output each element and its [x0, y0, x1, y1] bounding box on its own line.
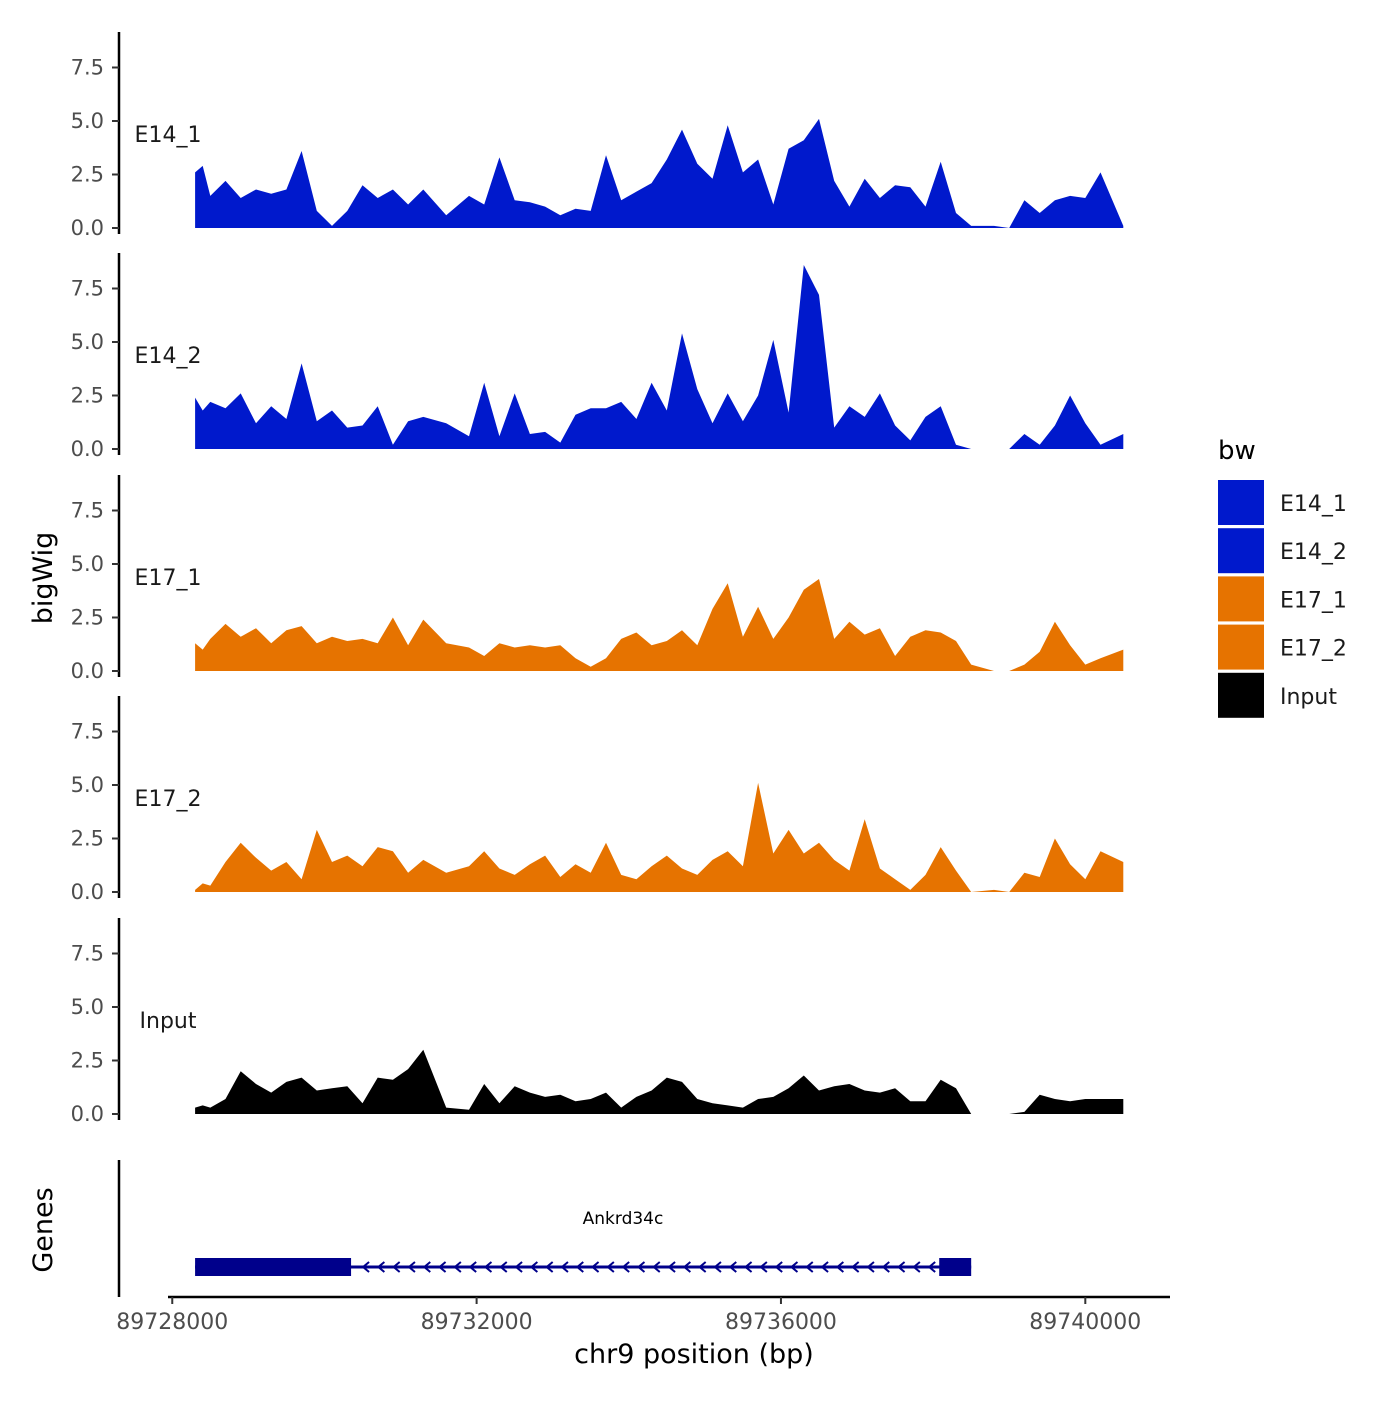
legend-label-E17_1: E17_1: [1280, 588, 1347, 613]
y-tick-label: 0.0: [71, 216, 104, 240]
strand-arrow: [759, 1261, 768, 1273]
y-tick-label: 5.0: [71, 995, 104, 1019]
y-axis-title: bigWig: [28, 532, 59, 625]
strand-arrow: [499, 1261, 508, 1273]
y-tick-label: 5.0: [71, 552, 104, 576]
strand-arrow: [698, 1261, 707, 1273]
legend-label-E14_2: E14_2: [1280, 540, 1347, 565]
legend-label-E14_1: E14_1: [1280, 492, 1347, 517]
legend-key-Input: [1218, 672, 1264, 718]
strand-arrow: [545, 1261, 554, 1273]
strand-arrow: [560, 1261, 569, 1273]
legend-title: bw: [1218, 436, 1256, 466]
signal-area-E14_2: [195, 265, 1124, 449]
strand-arrow: [376, 1261, 386, 1273]
y-tick-label: 0.0: [71, 437, 104, 461]
x-tick-label: 89740000: [1029, 1310, 1141, 1335]
legend-key-E17_2: [1218, 624, 1264, 670]
strand-arrow: [667, 1261, 676, 1273]
y-tick-label: 2.5: [71, 1049, 104, 1073]
strand-arrow: [361, 1261, 370, 1273]
y-tick-label: 7.5: [71, 56, 104, 80]
legend-label-E17_2: E17_2: [1280, 637, 1347, 662]
track-label-E14_1: E14_1: [135, 123, 202, 148]
strand-arrow: [468, 1261, 477, 1273]
strand-arrow: [744, 1261, 753, 1273]
strand-arrow: [866, 1261, 875, 1273]
legend-label-Input: Input: [1280, 685, 1337, 710]
strand-arrow: [392, 1261, 401, 1273]
signal-area-E17_1: [195, 579, 1124, 671]
strand-arrow: [805, 1261, 814, 1273]
strand-arrow: [575, 1261, 584, 1273]
strand-arrow: [728, 1261, 737, 1273]
y-tick-label: 7.5: [71, 277, 104, 301]
strand-arrow: [912, 1261, 921, 1273]
axes-layer: 0.0 2.5 5.0 7.5 E14_1 0.0 2.5 5.0 7.5 E14_2 0.0 2.5…: [71, 32, 1170, 1335]
track-label-E17_1: E17_1: [135, 566, 202, 591]
track-label-E14_2: E14_2: [135, 344, 202, 369]
tracks-layer: [195, 118, 1124, 1114]
strand-arrow: [835, 1261, 845, 1273]
strand-arrow: [483, 1261, 493, 1273]
strand-arrow: [591, 1261, 600, 1273]
track-label-Input: Input: [140, 1009, 197, 1034]
strand-arrow: [789, 1261, 799, 1273]
legend-key-E14_1: [1218, 480, 1264, 525]
y-tick-label: 2.5: [71, 606, 104, 630]
y-tick-label: 7.5: [71, 942, 104, 966]
y-tick-label: 7.5: [71, 499, 104, 523]
y-tick-label: 0.0: [71, 1102, 104, 1126]
genes-axis-title: Genes: [28, 1187, 59, 1272]
x-tick-label: 89736000: [725, 1310, 837, 1335]
strand-arrow: [453, 1261, 462, 1273]
gene-name-label: Ankrd34c: [583, 1209, 664, 1229]
strand-arrow: [652, 1261, 661, 1273]
y-tick-label: 7.5: [71, 720, 104, 744]
strand-arrow: [422, 1261, 431, 1273]
strand-arrow: [851, 1261, 860, 1273]
gene-exon-1: [939, 1258, 972, 1276]
legend-key-E14_2: [1218, 528, 1264, 574]
x-axis-title: chr9 position (bp): [574, 1339, 814, 1370]
strand-arrow: [407, 1261, 416, 1273]
signal-area-Input: [195, 1049, 1124, 1114]
legend-key-E17_1: [1218, 576, 1264, 622]
strand-arrow: [636, 1261, 646, 1273]
gene-exon-0: [195, 1258, 352, 1276]
legend: bw E14_1 E14_2 E17_1 E17_2 Input: [1218, 436, 1347, 718]
strand-arrow: [621, 1261, 630, 1273]
strand-arrow: [881, 1261, 890, 1273]
signal-area-E17_2: [195, 782, 1124, 892]
y-tick-label: 2.5: [71, 827, 104, 851]
strand-arrow: [438, 1261, 447, 1273]
x-tick-label: 89728000: [116, 1310, 228, 1335]
y-tick-label: 2.5: [71, 384, 104, 408]
track-label-E17_2: E17_2: [135, 787, 202, 812]
y-tick-label: 5.0: [71, 773, 104, 797]
y-tick-label: 5.0: [71, 109, 104, 133]
strand-arrow: [927, 1261, 936, 1273]
strand-arrow: [606, 1261, 615, 1273]
strand-arrow: [514, 1261, 523, 1273]
strand-arrow: [897, 1261, 906, 1273]
x-tick-label: 89732000: [421, 1310, 533, 1335]
y-tick-label: 0.0: [71, 659, 104, 683]
strand-arrow: [774, 1261, 783, 1273]
y-tick-label: 2.5: [71, 163, 104, 187]
y-tick-label: 5.0: [71, 330, 104, 354]
strand-arrow: [713, 1261, 722, 1273]
strand-arrow: [529, 1261, 539, 1273]
signal-area-E14_1: [195, 118, 1124, 228]
strand-arrow: [682, 1261, 692, 1273]
y-tick-label: 0.0: [71, 880, 104, 904]
gene-layer: Ankrd34c: [195, 1209, 972, 1276]
strand-arrow: [820, 1261, 829, 1273]
